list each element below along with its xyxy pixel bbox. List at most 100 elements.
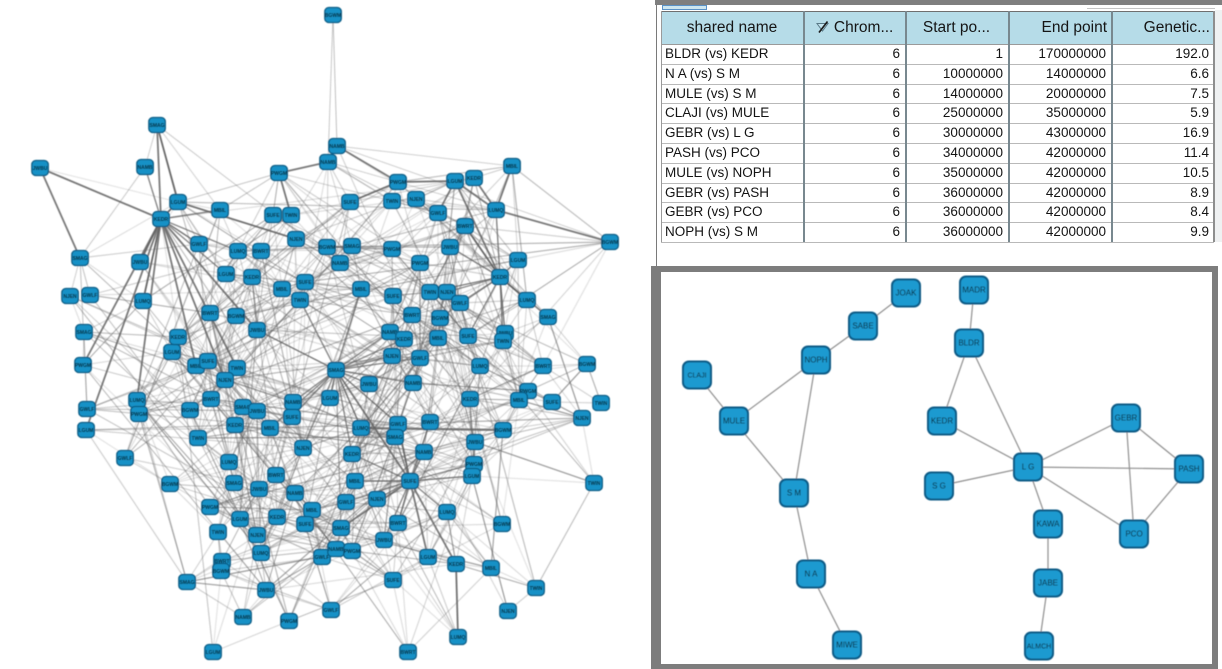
svg-text:NAMB: NAMB: [288, 491, 303, 497]
svg-text:GWLF: GWLF: [453, 301, 468, 307]
svg-text:CLAJI: CLAJI: [687, 373, 706, 380]
svg-text:TWIN: TWIN: [212, 530, 225, 536]
svg-text:JWBU: JWBU: [468, 440, 483, 446]
svg-text:GEBR: GEBR: [1115, 414, 1138, 423]
svg-text:SUFE: SUFE: [298, 280, 312, 286]
svg-text:LUMQ: LUMQ: [254, 551, 269, 557]
svg-text:TWIN: TWIN: [285, 213, 298, 219]
svg-text:PWGM: PWGM: [281, 619, 297, 625]
svg-text:KEDR: KEDR: [245, 275, 260, 281]
svg-text:BGWM: BGWM: [432, 316, 448, 322]
svg-text:PWGM: PWGM: [390, 180, 406, 186]
svg-text:SUFE: SUFE: [285, 415, 299, 421]
svg-text:MBIL: MBIL: [506, 164, 518, 170]
svg-text:GWLF: GWLF: [391, 422, 406, 428]
svg-text:MULE: MULE: [723, 417, 745, 426]
svg-text:JWBU: JWBU: [362, 382, 377, 388]
svg-text:LGUM: LGUM: [206, 650, 221, 656]
svg-text:NJEN: NJEN: [250, 533, 264, 539]
svg-text:NJEN: NJEN: [63, 294, 77, 300]
svg-text:TWIN: TWIN: [530, 586, 543, 592]
svg-text:SMAG: SMAG: [180, 580, 195, 586]
svg-text:NJEN: NJEN: [385, 354, 399, 360]
svg-text:PWGM: PWGM: [271, 171, 287, 177]
svg-text:ALMCH: ALMCH: [1027, 644, 1052, 651]
svg-text:LUMQ: LUMQ: [136, 299, 151, 305]
svg-text:BWRT: BWRT: [254, 249, 269, 255]
svg-text:BWRT: BWRT: [204, 397, 219, 403]
svg-text:NAMB: NAMB: [138, 165, 153, 171]
svg-text:KEDR: KEDR: [931, 417, 953, 426]
svg-text:N A: N A: [805, 570, 819, 579]
svg-text:KEDR: KEDR: [397, 337, 412, 343]
svg-text:JWBU: JWBU: [259, 588, 274, 594]
svg-text:NAMB: NAMB: [383, 330, 398, 336]
svg-text:BWRT: BWRT: [215, 559, 230, 565]
svg-text:NAMB: NAMB: [330, 144, 345, 150]
svg-text:TWIN: TWIN: [424, 290, 437, 296]
svg-text:LGUM: LGUM: [421, 555, 436, 561]
svg-text:GWLF: GWLF: [83, 293, 98, 299]
svg-text:BGWM: BGWM: [162, 482, 178, 488]
svg-text:TWIN: TWIN: [231, 366, 244, 372]
svg-text:SUFE: SUFE: [545, 400, 559, 406]
svg-text:LGUM: LGUM: [165, 350, 180, 356]
svg-text:MBIL: MBIL: [432, 336, 444, 342]
svg-text:BWRT: BWRT: [391, 521, 406, 527]
svg-text:MBIL: MBIL: [306, 508, 318, 514]
svg-text:MBIL: MBIL: [513, 398, 525, 404]
svg-text:BGWM: BGWM: [182, 408, 198, 414]
svg-text:NJEN: NJEN: [501, 609, 515, 615]
svg-text:LUMQ: LUMQ: [440, 510, 455, 516]
svg-text:NJEN: NJEN: [409, 197, 423, 203]
svg-text:NJEN: NJEN: [218, 378, 232, 384]
svg-text:KEDR: KEDR: [467, 176, 482, 182]
svg-text:MIWE: MIWE: [836, 641, 858, 650]
svg-text:SUFE: SUFE: [461, 334, 475, 340]
svg-text:LGUM: LGUM: [511, 258, 526, 264]
svg-text:L G: L G: [1022, 463, 1035, 472]
svg-text:KEDR: KEDR: [171, 335, 186, 341]
svg-text:MBIL: MBIL: [355, 287, 367, 293]
svg-text:BWRT: BWRT: [405, 313, 420, 319]
svg-text:SMAG: SMAG: [236, 405, 251, 411]
svg-text:LUMQ: LUMQ: [473, 364, 488, 370]
svg-text:JWBU: JWBU: [250, 409, 265, 415]
svg-text:SMAG: SMAG: [334, 526, 349, 532]
svg-text:SUFE: SUFE: [403, 479, 417, 485]
svg-text:PWGM: PWGM: [344, 549, 360, 555]
svg-text:PWGM: PWGM: [384, 247, 400, 253]
svg-text:JOAK: JOAK: [896, 289, 918, 298]
svg-text:TWIN: TWIN: [497, 339, 510, 345]
svg-text:NOPH: NOPH: [804, 356, 827, 365]
svg-text:BGWM: BGWM: [602, 240, 618, 246]
svg-text:NAMB: NAMB: [417, 450, 432, 456]
svg-text:SUFE: SUFE: [201, 359, 215, 365]
svg-text:SMAG: SMAG: [150, 123, 165, 129]
svg-text:SUFE: SUFE: [298, 522, 312, 528]
svg-text:PWGM: PWGM: [466, 462, 482, 468]
svg-text:NJEN: NJEN: [296, 446, 310, 452]
svg-text:GWLF: GWLF: [80, 407, 95, 413]
svg-text:PWGM: PWGM: [75, 363, 91, 369]
svg-text:TWIN: TWIN: [588, 481, 601, 487]
svg-text:LGUM: LGUM: [171, 200, 186, 206]
svg-text:KEDR: KEDR: [270, 515, 285, 521]
svg-text:SMAG: SMAG: [388, 435, 403, 441]
svg-text:NAMB: NAMB: [286, 400, 301, 406]
svg-text:GWLF: GWLF: [118, 456, 133, 462]
svg-text:JWBU: JWBU: [250, 328, 265, 334]
svg-text:BWRT: BWRT: [269, 473, 284, 479]
svg-text:NAMB: NAMB: [406, 381, 421, 387]
svg-text:SUFE: SUFE: [386, 294, 400, 300]
svg-text:BWRT: BWRT: [423, 420, 438, 426]
svg-text:LUMQ: LUMQ: [354, 426, 369, 432]
svg-text:GWLF: GWLF: [315, 555, 330, 561]
svg-text:KEDR: KEDR: [154, 217, 169, 223]
svg-text:KEDR: KEDR: [228, 423, 243, 429]
svg-text:JABE: JABE: [1038, 579, 1058, 588]
svg-text:S G: S G: [932, 482, 946, 491]
svg-text:SUFE: SUFE: [386, 578, 400, 584]
svg-text:MBIL: MBIL: [485, 566, 497, 572]
svg-text:LUMQ: LUMQ: [489, 208, 504, 214]
